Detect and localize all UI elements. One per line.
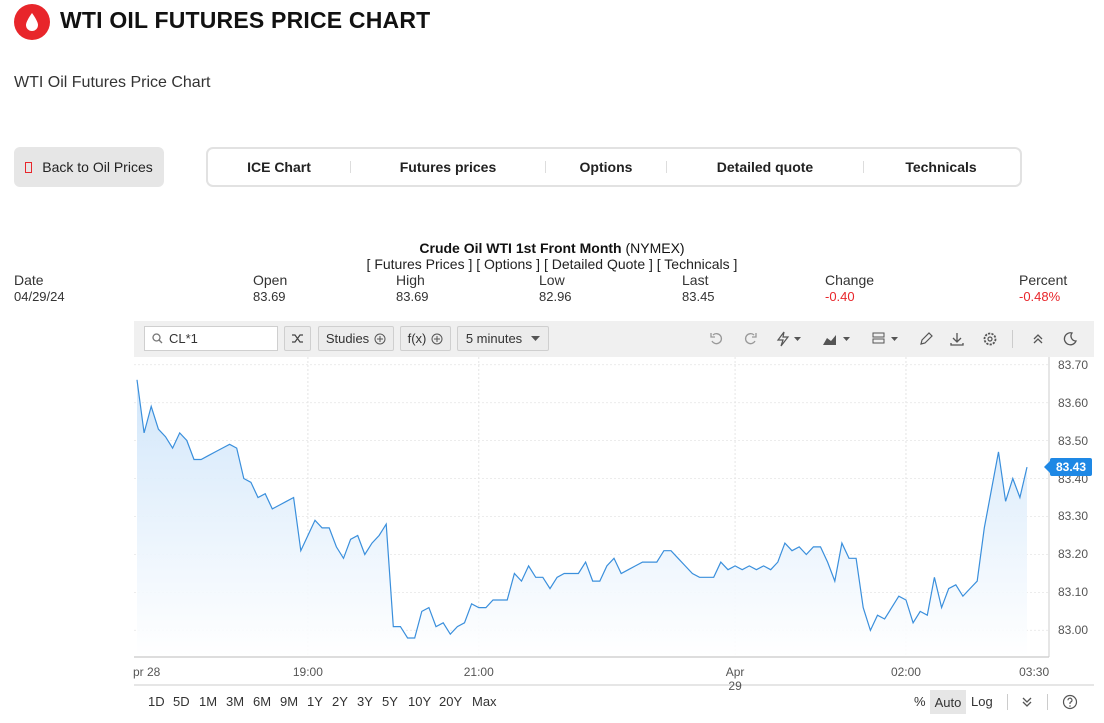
- page-title: WTI OIL FUTURES PRICE CHART: [60, 7, 431, 33]
- range-button-2y[interactable]: 2Y: [332, 694, 348, 709]
- value-low: 82.96: [539, 289, 572, 304]
- x-tick-label: 19:00: [292, 665, 323, 679]
- last-price-tag: 83.43: [1044, 458, 1092, 477]
- lightning-icon[interactable]: [772, 329, 806, 349]
- y-tick-label: 83.10: [1058, 585, 1089, 600]
- tab-options[interactable]: Options: [579, 159, 633, 175]
- price-area-fill: [137, 379, 1027, 657]
- x-tick-label: Apr 29: [725, 665, 745, 693]
- range-button-5d[interactable]: 5D: [173, 694, 190, 709]
- x-tick-label: 02:00: [890, 665, 921, 679]
- download-icon[interactable]: [946, 329, 968, 349]
- plus-circle-icon: [374, 333, 386, 344]
- layout-icon[interactable]: [869, 329, 903, 349]
- label-low: Low: [539, 272, 565, 288]
- quote-instrument: Crude Oil WTI 1st Front Month: [419, 240, 622, 256]
- collapse-icon[interactable]: [1027, 329, 1049, 349]
- back-to-oil-prices-button[interactable]: Back to Oil Prices: [14, 147, 164, 187]
- redo-icon[interactable]: [739, 329, 761, 349]
- search-icon: [152, 333, 163, 344]
- label-change: Change: [825, 272, 875, 288]
- oil-drop-icon: [14, 4, 50, 40]
- range-button-1m[interactable]: 1M: [199, 694, 218, 709]
- label-date: Date: [14, 272, 44, 288]
- undo-icon[interactable]: [706, 329, 728, 349]
- x-tick-label: pr 28: [133, 665, 161, 679]
- range-button-5y[interactable]: 5Y: [382, 694, 398, 709]
- interval-dropdown[interactable]: 5 minutes: [457, 326, 549, 351]
- label-percent: Percent: [1019, 272, 1068, 288]
- log-scale-button[interactable]: Log: [971, 694, 993, 709]
- y-tick-label: 83.20: [1058, 547, 1089, 562]
- symbol-search-input[interactable]: CL*1: [144, 326, 278, 351]
- y-tick-label: 83.60: [1058, 395, 1089, 410]
- y-tick-label: 83.70: [1058, 357, 1089, 372]
- symbol-value: CL*1: [169, 331, 198, 346]
- y-tick-label: 83.30: [1058, 509, 1089, 524]
- plus-circle-icon: [431, 333, 443, 344]
- range-button-6m[interactable]: 6M: [253, 694, 272, 709]
- shuffle-icon[interactable]: [284, 326, 311, 351]
- tab-technicals[interactable]: Technicals: [905, 159, 977, 175]
- range-button-max[interactable]: Max: [472, 694, 497, 709]
- back-button-label: Back to Oil Prices: [42, 159, 153, 175]
- tab-ice-chart[interactable]: ICE Chart: [247, 159, 311, 175]
- percent-scale-button[interactable]: %: [914, 694, 926, 709]
- range-button-9m[interactable]: 9M: [280, 694, 299, 709]
- quote-links[interactable]: [ Futures Prices ] [ Options ] [ Detaile…: [366, 256, 738, 272]
- label-last: Last: [682, 272, 709, 288]
- value-last: 83.45: [682, 289, 715, 304]
- range-button-20y[interactable]: 20Y: [439, 694, 463, 709]
- pencil-icon[interactable]: [915, 329, 937, 349]
- studies-button[interactable]: Studies: [318, 326, 394, 351]
- range-button-1y[interactable]: 1Y: [307, 694, 323, 709]
- quote-title: Crude Oil WTI 1st Front Month (NYMEX): [0, 240, 1104, 256]
- range-button-1d[interactable]: 1D: [148, 694, 165, 709]
- price-line: [136, 379, 1028, 639]
- fx-button[interactable]: f(x): [400, 326, 451, 351]
- tab-bar: ICE Chart Futures prices Options Detaile…: [206, 147, 1022, 187]
- chevron-down-icon: [531, 336, 541, 341]
- dark-mode-icon[interactable]: [1059, 329, 1081, 349]
- chart-type-icon[interactable]: [820, 329, 854, 349]
- range-button-3y[interactable]: 3Y: [357, 694, 373, 709]
- y-tick-label: 83.00: [1058, 623, 1089, 638]
- y-tick-label: 83.50: [1058, 433, 1089, 448]
- x-tick-label: 21:00: [463, 665, 494, 679]
- page-subtitle: WTI Oil Futures Price Chart: [14, 74, 211, 91]
- value-open: 83.69: [253, 289, 286, 304]
- range-button-3m[interactable]: 3M: [226, 694, 245, 709]
- tab-futures-prices[interactable]: Futures prices: [399, 159, 497, 175]
- label-high: High: [396, 272, 425, 288]
- x-tick-label: 03:30: [1019, 665, 1050, 679]
- value-date: 04/29/24: [14, 289, 65, 304]
- quote-exchange: (NYMEX): [625, 240, 685, 256]
- range-button-10y[interactable]: 10Y: [408, 694, 432, 709]
- value-change: -0.40: [825, 289, 855, 304]
- help-icon[interactable]: [1059, 692, 1081, 712]
- value-percent: -0.48%: [1019, 289, 1061, 304]
- settings-icon[interactable]: [979, 329, 1001, 349]
- auto-scale-button[interactable]: Auto: [930, 690, 966, 714]
- expand-down-icon[interactable]: [1016, 692, 1038, 712]
- back-icon: [25, 161, 33, 173]
- tab-detailed-quote[interactable]: Detailed quote: [716, 159, 814, 175]
- value-high: 83.69: [396, 289, 429, 304]
- label-open: Open: [253, 272, 288, 288]
